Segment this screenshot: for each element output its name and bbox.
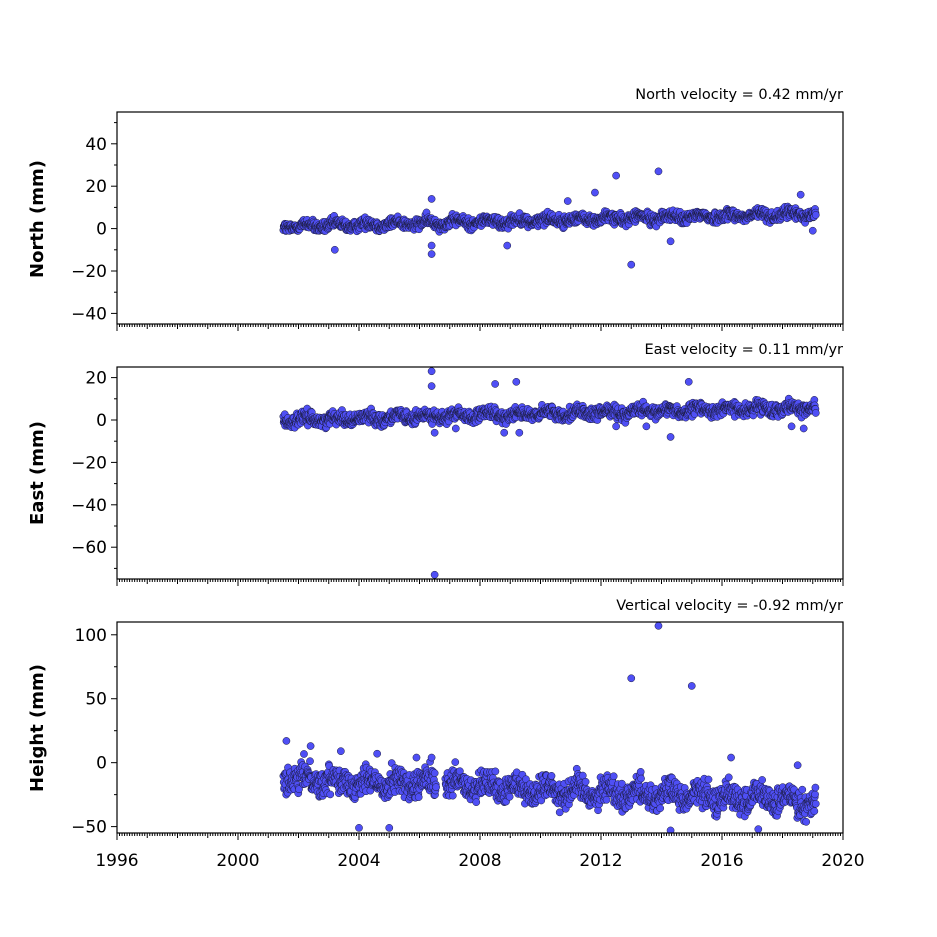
outlier-point [430,428,439,437]
data-point [448,791,457,800]
data-point [300,750,308,758]
outlier-point [491,380,499,388]
outlier-point [612,171,620,180]
panel-north: North velocity = 0.42 mm/yr North (mm) −… [27,87,844,331]
y-tick-label: −20 [71,262,107,282]
y-tick-label: 0 [96,220,107,240]
outlier-point [563,197,572,205]
panel-east: East velocity = 0.11 mm/yr East (mm) −60… [27,342,844,586]
y-tick-label: −60 [71,538,107,558]
data-point [602,795,611,804]
data-point [326,790,335,799]
y-tick-label: −40 [71,304,107,324]
outlier-point [330,245,339,254]
data-point [547,772,556,780]
outlier-point [787,422,796,431]
y-tick-label: −40 [71,496,107,516]
data-points [279,367,820,579]
outlier-point [591,188,599,197]
y-tick-label: 40 [85,135,107,155]
data-point [451,758,460,766]
data-point [432,783,440,792]
outlier-point [654,167,663,176]
panel-height: Vertical velocity = -0.92 mm/yr Height (… [27,598,865,871]
east-ylabel: East (mm) [27,421,48,525]
x-ticks [116,324,844,331]
y-tick-label: 0 [96,411,107,431]
outlier-point [666,433,675,441]
y-tick-label: 20 [85,369,107,389]
north-ylabel: North (mm) [27,160,48,278]
x-ticks [116,579,844,586]
outlier-point [796,190,805,199]
outlier-point [642,422,651,431]
data-points [279,622,820,833]
outlier-point [430,570,439,579]
y-tick-label: 20 [85,177,107,197]
data-point [811,211,820,219]
data-point [430,769,439,777]
data-point [581,777,590,786]
outlier-point [503,241,512,250]
outlier-point [666,237,675,246]
data-point [609,772,618,781]
data-points [279,167,820,269]
data-point [656,804,665,813]
outlier-point [799,424,808,433]
outlier-point [427,367,436,376]
data-point [637,774,645,783]
outlier-point [512,377,521,386]
data-point [295,785,303,794]
outlier-point [451,424,460,433]
outlier-point [427,382,436,390]
east-velocity-title: East velocity = 0.11 mm/yr [644,342,843,358]
outlier-point [808,226,817,235]
vertical-velocity-title: Vertical velocity = -0.92 mm/yr [616,598,843,614]
y-ticks: −40 −20 0 20 40 [71,122,117,324]
height-ylabel: Height (mm) [27,664,48,792]
outlier-point [427,250,436,258]
outlier-point [427,241,436,250]
north-velocity-title: North velocity = 0.42 mm/yr [635,87,843,103]
y-ticks: −60 −40 −20 0 20 [71,369,117,569]
data-point [704,775,713,784]
data-point [758,776,766,784]
outlier-point [684,377,693,386]
outlier-point [500,428,509,437]
data-point [724,773,733,782]
data-point [811,409,820,417]
outlier-point [627,260,636,269]
outlier-point [427,195,436,203]
data-point [472,798,481,807]
data-point [491,767,500,776]
data-point [505,792,514,801]
outlier-point [612,422,620,431]
data-point [414,793,423,801]
data-point [306,757,314,766]
data-point [636,768,645,776]
y-tick-label: −20 [71,453,107,473]
outlier-point [515,428,524,437]
